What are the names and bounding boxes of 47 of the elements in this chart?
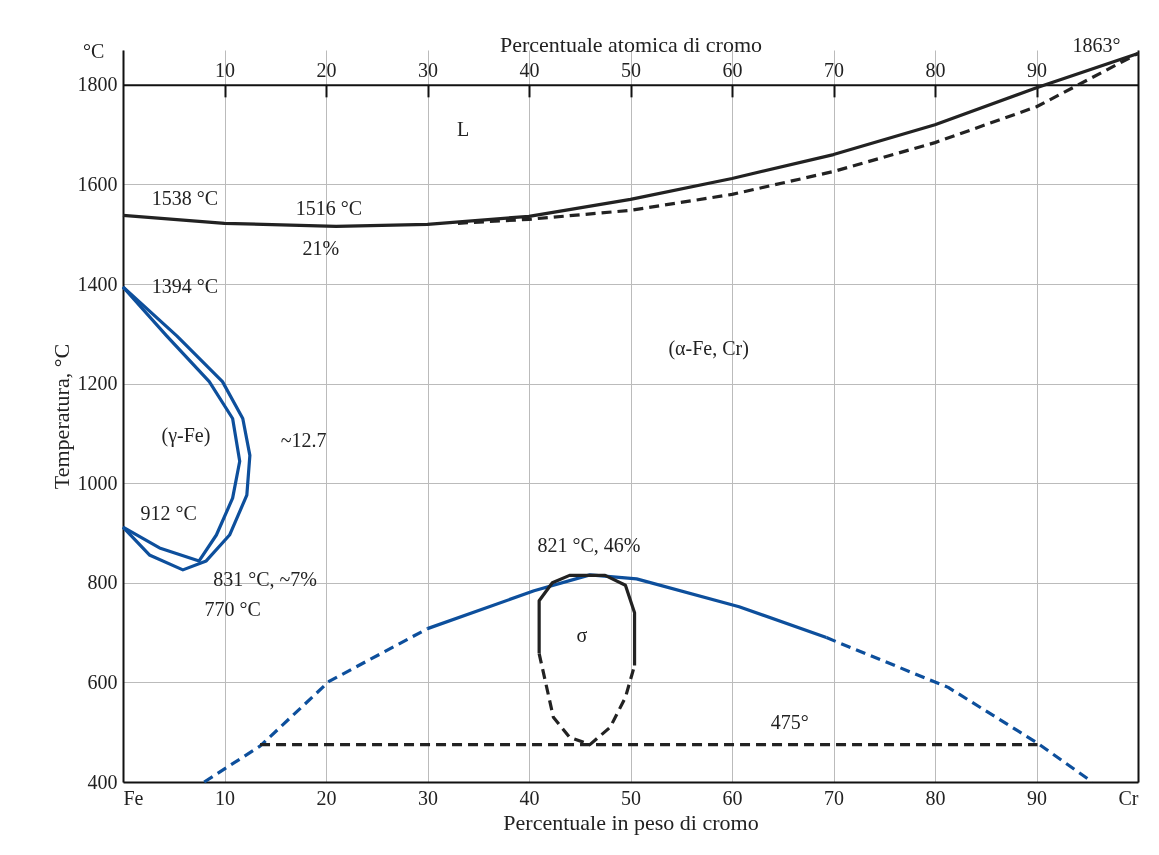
annotation: σ xyxy=(576,623,588,646)
x-tick-label: Fe xyxy=(123,786,144,809)
x2-tick-label: 70 xyxy=(824,59,844,82)
annotation: 475° xyxy=(770,711,809,734)
annotation: 821 °C, 46% xyxy=(537,533,641,556)
x2-tick-label: 80 xyxy=(925,59,946,82)
x-tick-label: 20 xyxy=(316,786,337,809)
x-tick-label: 70 xyxy=(824,786,844,809)
x2-tick-label: 90 xyxy=(1027,59,1047,82)
x-tick-label: 10 xyxy=(215,786,235,809)
x-tick-label: 40 xyxy=(519,786,540,809)
x-tick-label: Cr xyxy=(1118,786,1139,809)
annotation: 770 °C xyxy=(204,597,261,620)
y-tick-label: 1200 xyxy=(77,372,118,395)
x2-tick-label: 10 xyxy=(215,59,235,82)
x-tick-label: 90 xyxy=(1027,786,1047,809)
y-tick-label: 400 xyxy=(87,770,118,793)
x2-axis-title: Percentuale atomica di cromo xyxy=(499,32,763,58)
annotation: 831 °C, ~7% xyxy=(213,567,318,590)
annotation: L xyxy=(456,117,470,140)
annotation: 912 °C xyxy=(140,502,197,525)
x-tick-label: 30 xyxy=(418,786,438,809)
annotation: (γ-Fe) xyxy=(161,424,211,448)
text: °C xyxy=(82,39,105,62)
annotation: 1516 °C xyxy=(295,197,363,220)
annotation: (α-Fe, Cr) xyxy=(668,336,749,360)
x2-tick-label: 50 xyxy=(621,59,641,82)
x2-tick-label: 40 xyxy=(519,59,540,82)
y-tick-label: 800 xyxy=(87,571,118,594)
x-axis-title: Percentuale in peso di cromo xyxy=(503,809,759,835)
y-tick-label: 600 xyxy=(87,670,118,693)
y-tick-label: 1800 xyxy=(77,73,118,96)
annotation: 1863° xyxy=(1072,34,1121,57)
y-tick-label: 1400 xyxy=(77,272,118,295)
annotation: 1538 °C xyxy=(151,187,219,210)
y-tick-label: 1000 xyxy=(77,471,118,494)
x-tick-label: 50 xyxy=(621,786,641,809)
y-tick-label: 1600 xyxy=(77,172,118,195)
annotation: 21% xyxy=(302,237,340,260)
x-tick-label: 60 xyxy=(722,786,743,809)
x2-tick-label: 20 xyxy=(316,59,337,82)
annotation: 1394 °C xyxy=(151,275,219,298)
x2-tick-label: 60 xyxy=(722,59,743,82)
y-axis-title: Temperatura, °C xyxy=(48,343,74,490)
x-tick-label: 80 xyxy=(925,786,946,809)
annotation: ~12.7 xyxy=(280,429,327,452)
x2-tick-label: 30 xyxy=(418,59,438,82)
